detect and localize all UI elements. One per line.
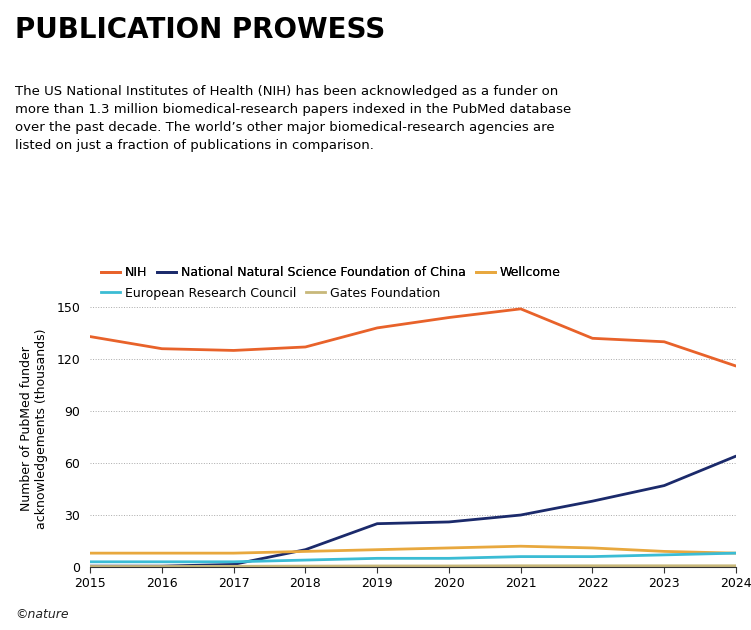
Legend: NIH, National Natural Science Foundation of China, Wellcome: NIH, National Natural Science Foundation… — [96, 261, 566, 284]
Text: PUBLICATION PROWESS: PUBLICATION PROWESS — [15, 16, 385, 43]
Text: The US National Institutes of Health (NIH) has been acknowledged as a funder on
: The US National Institutes of Health (NI… — [15, 85, 572, 152]
Text: ©nature: ©nature — [15, 607, 68, 621]
Legend: European Research Council, Gates Foundation: European Research Council, Gates Foundat… — [96, 282, 445, 304]
Y-axis label: Number of PubMed funder
acknowledgements (thousands): Number of PubMed funder acknowledgements… — [20, 328, 48, 529]
